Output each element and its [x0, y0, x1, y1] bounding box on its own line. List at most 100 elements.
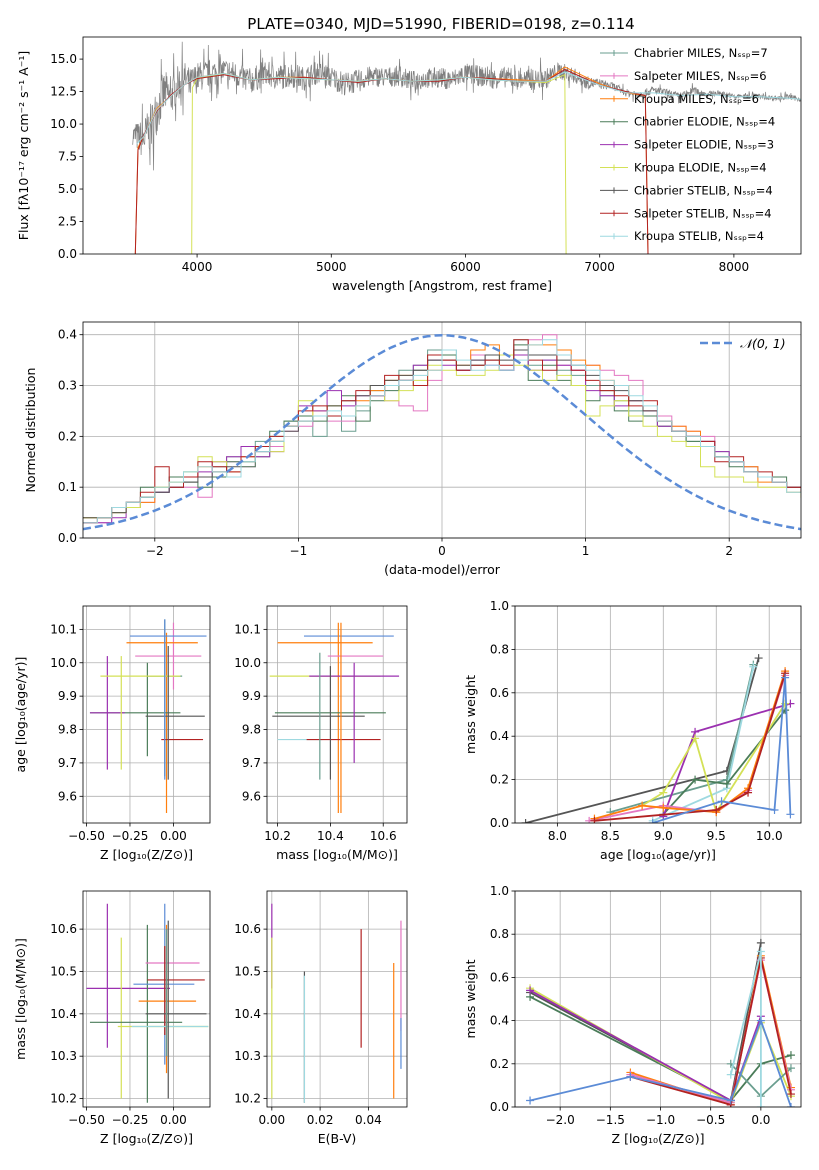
age-vs-mass-marks [269, 622, 400, 813]
y-tick-label: 9.8 [58, 723, 77, 737]
model-spectrum-line [134, 66, 649, 254]
x-tick-label: 10.6 [370, 829, 397, 843]
x-tick-label: −0.5 [696, 1113, 725, 1127]
axes-frame [82, 890, 211, 1108]
x-tick-label: −0.50 [68, 1113, 105, 1127]
x-tick-label: −2.0 [546, 1113, 575, 1127]
y-tick-label: 10.0 [50, 656, 77, 670]
spectrum-panel: 4000 5000 6000 7000 8000 0.0 2.5 5.0 7.5 10.0 12.5… [16, 36, 802, 293]
weight-point [786, 1051, 795, 1060]
weight-point [756, 947, 765, 956]
y-tick-label: 10.1 [50, 622, 77, 636]
y-tick-label: 0.2 [490, 1057, 509, 1071]
y-tick-label: 0.4 [58, 328, 77, 342]
axes-frame [514, 890, 802, 1108]
weight-point [691, 775, 700, 784]
x-tick-label: 1 [582, 544, 590, 558]
axes-frame [266, 605, 408, 824]
weight-point [786, 1064, 795, 1073]
normal-curve [83, 333, 801, 531]
y-axis-label: mass weight [463, 959, 478, 1038]
observed-spectrum [132, 41, 801, 171]
y-tick-label: 10.0 [234, 656, 261, 670]
y-tick-label: 0.3 [58, 379, 77, 393]
model-spectrum-line [134, 68, 649, 254]
y-tick-label: 10.6 [50, 922, 77, 936]
x-tick-label: 0.00 [258, 1113, 285, 1127]
legend-label: Chabrier STELIB, Nₛₛₚ=4 [634, 183, 773, 197]
model-spectrum-line [191, 72, 567, 254]
residual-histogram [83, 339, 801, 524]
y-tick-label: 0.8 [490, 927, 509, 941]
residual-histogram [83, 339, 801, 519]
weight-vs-age-panel: 8.0 8.5 9.0 9.5 10.0 0.0 0.2 0.4 0.6 0.8 1.0 age [l… [463, 599, 802, 862]
age-vs-Z-marks [89, 619, 207, 813]
errorbar [133, 903, 195, 1065]
weight-line [594, 673, 786, 822]
legend-label: Kroupa ELODIE, Nₛₛₚ=4 [634, 161, 767, 175]
weight-point [526, 1096, 535, 1105]
residual-histogram [83, 344, 801, 524]
y-tick-label: 10.4 [234, 1007, 261, 1021]
errorbar [86, 903, 170, 1048]
legend-label: Kroupa STELIB, Nₛₛₚ=4 [634, 229, 764, 243]
x-axis-label: Z [log₁₀(Z/Z⊙)] [100, 1131, 193, 1146]
y-axis-label: age [log₁₀(age/yr)] [13, 657, 28, 773]
x-tick-label: 8.5 [601, 829, 620, 843]
y-tick-label: 0.0 [490, 816, 509, 830]
y-tick-label: 0.6 [490, 686, 509, 700]
legend-label: Salpeter MILES, Nₛₛₚ=6 [634, 69, 767, 83]
weight-point [781, 673, 790, 682]
x-axis-label: age [log₁₀(age/yr)] [600, 847, 716, 862]
x-axis-label: mass [log₁₀(M/M⊙)] [276, 847, 398, 862]
y-tick-label: 10.4 [50, 1007, 77, 1021]
y-tick-label: 12.5 [50, 85, 77, 99]
weight-point [712, 805, 721, 814]
weight-point [726, 1096, 735, 1105]
x-tick-label: 2 [725, 544, 733, 558]
errorbar [277, 622, 373, 813]
age-vs-Z-panel: −0.50 −0.25 0.00 9.6 9.7 9.8 9.9 10.0 10.1 Z [log… [13, 605, 211, 862]
weight-point [648, 819, 657, 823]
weight-point [526, 986, 535, 995]
x-tick-label: −1.0 [646, 1113, 675, 1127]
y-tick-label: 0.4 [490, 1014, 509, 1028]
age-vs-mass-panel: 10.2 10.4 10.6 9.6 9.7 9.8 9.9 10.0 10.1 mass [lo… [234, 605, 408, 862]
y-tick-label: 10.3 [50, 1049, 77, 1063]
axes-frame [266, 890, 408, 1108]
y-tick-label: 0.2 [490, 773, 509, 787]
legend-label: Salpeter ELODIE, Nₛₛₚ=3 [634, 138, 774, 152]
y-tick-label: 10.5 [234, 964, 261, 978]
residual-histogram [83, 339, 801, 524]
x-tick-label: 8000 [719, 260, 750, 274]
weight-point [756, 1016, 765, 1025]
y-tick-label: 1.0 [490, 599, 509, 613]
y-tick-label: 0.4 [490, 729, 509, 743]
x-tick-label: 10.0 [756, 829, 783, 843]
mass-vs-EBV-panel: 0.00 0.02 0.04 10.2 10.3 10.4 10.5 10.6 E(B-V) [234, 890, 408, 1146]
x-tick-label: 0.00 [160, 1113, 187, 1127]
axes-frame [82, 36, 802, 255]
spectrum-marks [132, 41, 801, 254]
x-tick-label: 6000 [450, 260, 481, 274]
weight-point [749, 662, 758, 671]
residual-histogram [83, 344, 801, 519]
x-tick-label: 9.0 [654, 829, 673, 843]
y-tick-label: 5.0 [58, 182, 77, 196]
x-axis-label: Z [log₁₀(Z/Z⊙)] [612, 1131, 705, 1146]
y-tick-label: 9.6 [58, 789, 77, 803]
x-tick-label: 10.4 [317, 829, 344, 843]
x-tick-label: −2 [146, 544, 164, 558]
weight-point [756, 938, 765, 947]
y-tick-label: 10.6 [234, 922, 261, 936]
model-spectrum-line [136, 71, 801, 144]
weight-line [630, 957, 792, 1106]
errorbar [126, 632, 198, 813]
y-tick-label: 2.5 [58, 215, 77, 229]
legend-label: Salpeter STELIB, Nₛₛₚ=4 [634, 206, 772, 220]
weight-point [756, 1103, 765, 1107]
x-tick-label: 0.04 [355, 1113, 382, 1127]
residual-histogram [83, 334, 801, 524]
x-tick-label: −0.25 [112, 829, 149, 843]
